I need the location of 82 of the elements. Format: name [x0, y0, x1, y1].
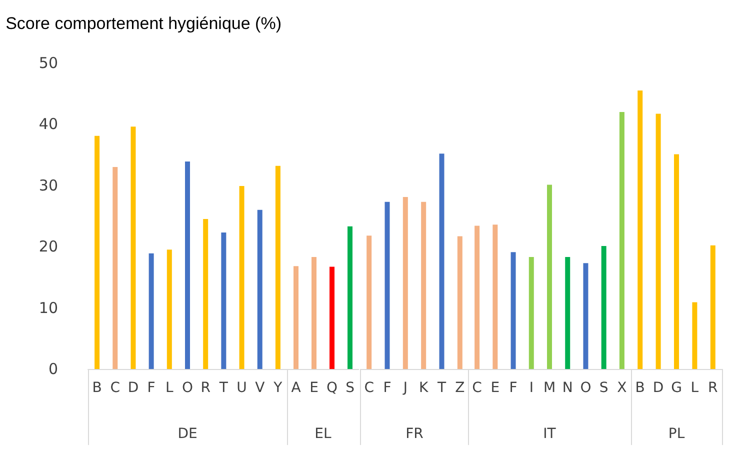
- x-tick-label: L: [690, 380, 699, 396]
- x-tick-label: Q: [326, 380, 338, 396]
- bar: [528, 257, 534, 369]
- bar: [166, 250, 172, 369]
- x-tick-label: Z: [454, 380, 464, 396]
- bar: [366, 236, 372, 369]
- bar: [692, 302, 698, 369]
- x-axis-title: DE: [178, 426, 198, 442]
- bar: [402, 197, 408, 369]
- x-tick-label: U: [236, 380, 247, 396]
- x-axis-title: FR: [405, 426, 424, 442]
- x-tick-label: S: [599, 380, 608, 396]
- bar: [620, 112, 625, 369]
- x-tick-label: R: [200, 380, 211, 396]
- bar: [656, 114, 661, 369]
- bar: [330, 266, 335, 369]
- bar: [148, 253, 154, 369]
- x-tick-label: G: [671, 380, 682, 396]
- bar: [474, 226, 480, 369]
- bar: [438, 154, 444, 369]
- bar: [203, 219, 208, 369]
- x-tick-label: C: [472, 380, 482, 396]
- x-tick-label: F: [382, 380, 391, 396]
- x-tick-label: E: [490, 380, 500, 396]
- x-tick-label: C: [364, 380, 374, 396]
- chart-title: Score comportement hygiénique (%): [4, 14, 282, 34]
- x-tick-label: E: [310, 380, 319, 396]
- bar: [601, 246, 606, 369]
- bar: [94, 136, 100, 369]
- x-axis-title: EL: [314, 426, 332, 442]
- x-tick-label: V: [255, 380, 266, 396]
- bar: [710, 245, 716, 369]
- x-tick-label: B: [92, 380, 102, 396]
- x-tick-label: R: [708, 380, 718, 396]
- x-tick-label: O: [182, 380, 194, 396]
- bar: [583, 263, 588, 369]
- x-tick-label: T: [218, 380, 228, 396]
- bar: [492, 224, 498, 369]
- x-tick-label: O: [580, 380, 592, 396]
- bar: [384, 202, 390, 369]
- bar: [674, 154, 679, 369]
- x-tick-label: F: [147, 380, 156, 396]
- bar: [547, 184, 552, 369]
- y-tick-label: 40: [38, 115, 58, 134]
- x-tick-label: I: [529, 380, 534, 396]
- bar: [294, 266, 299, 369]
- x-tick-label: T: [436, 380, 446, 396]
- x-tick-label: M: [544, 380, 556, 396]
- x-axis-title: PL: [668, 426, 685, 442]
- bar: [510, 252, 516, 369]
- bar: [348, 226, 353, 369]
- x-tick-label: D: [652, 380, 664, 396]
- x-axis-title: IT: [543, 426, 556, 442]
- x-tick-label: C: [110, 380, 120, 396]
- y-tick-label: 50: [38, 54, 58, 72]
- bar: [112, 167, 118, 369]
- x-tick-label: S: [346, 380, 355, 396]
- bar: [257, 210, 262, 369]
- x-tick-label: A: [291, 380, 302, 396]
- x-tick-label: J: [402, 380, 407, 396]
- y-tick-label: 30: [38, 176, 58, 194]
- bar: [312, 257, 317, 369]
- bar: [420, 202, 426, 369]
- y-tick-label: 0: [48, 360, 58, 378]
- bar: [185, 162, 190, 369]
- x-tick-label: L: [166, 380, 174, 396]
- x-tick-label: X: [617, 380, 628, 396]
- x-tick-label: Y: [272, 380, 283, 396]
- bar: [221, 232, 226, 369]
- bar: [565, 257, 570, 369]
- bar: [638, 90, 643, 369]
- y-tick-label: 20: [38, 238, 58, 256]
- bar: [130, 126, 136, 369]
- bar: [239, 186, 244, 369]
- x-tick-label: F: [509, 380, 518, 396]
- x-tick-label: N: [562, 380, 573, 396]
- bar: [275, 166, 280, 369]
- x-tick-label: B: [635, 380, 645, 396]
- bar: [456, 236, 462, 369]
- y-tick-label: 10: [38, 298, 58, 317]
- x-tick-label: K: [418, 380, 428, 396]
- x-tick-label: D: [128, 380, 139, 396]
